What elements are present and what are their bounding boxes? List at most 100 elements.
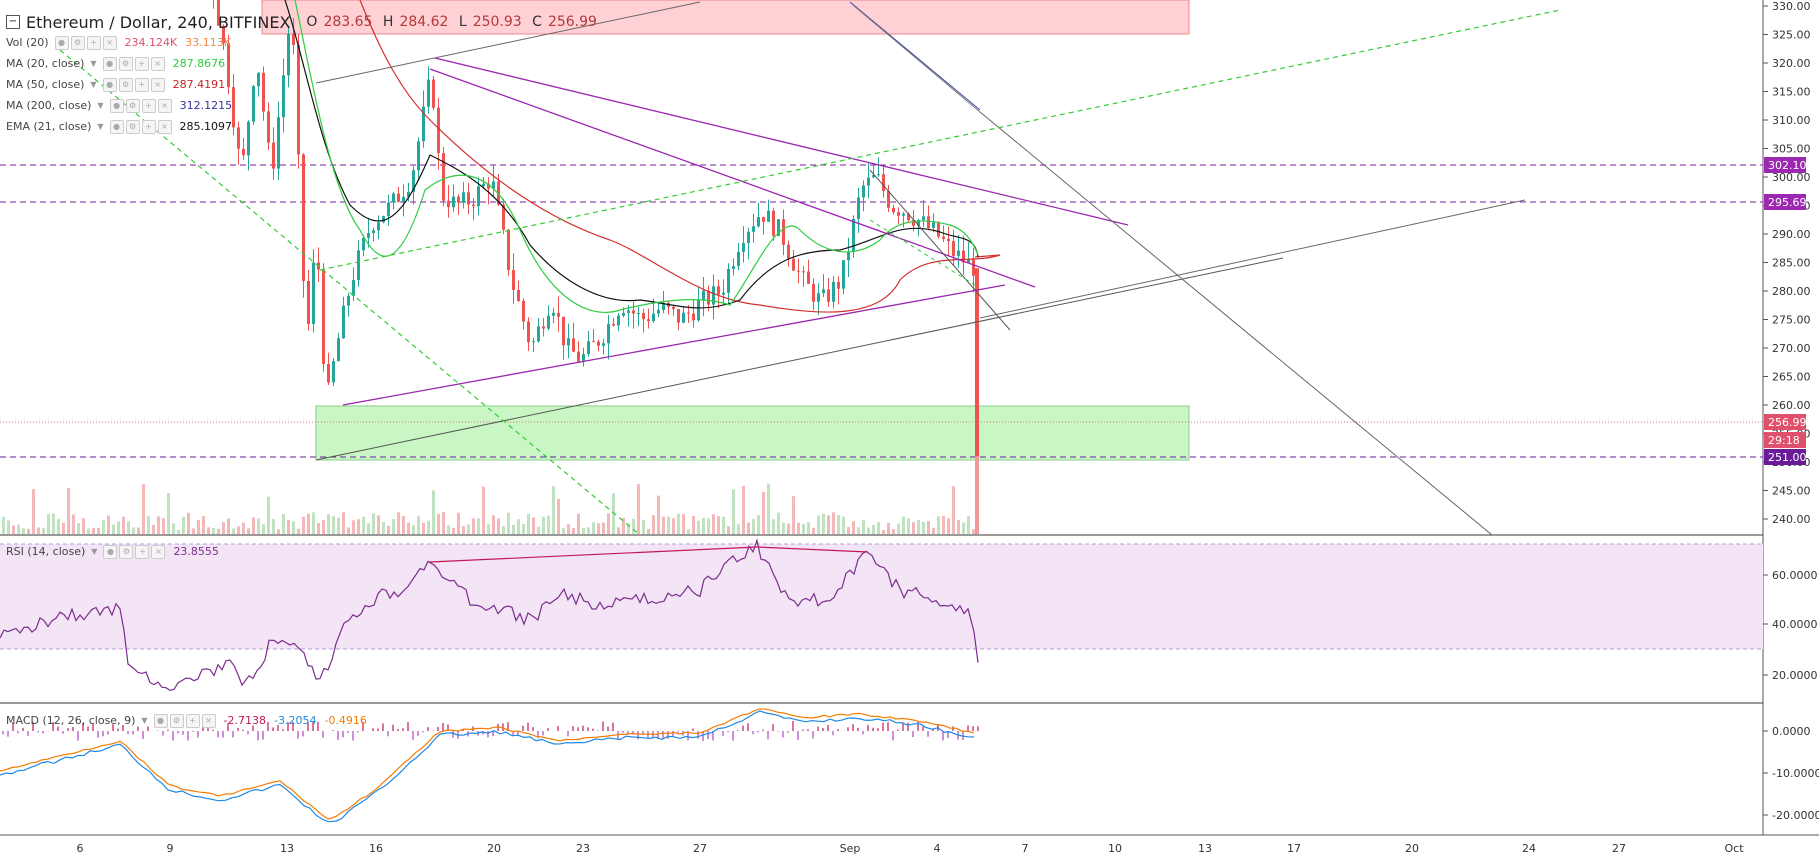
- volume-bar: [692, 515, 695, 534]
- eye-icon[interactable]: ●: [109, 120, 124, 134]
- legend-ma200[interactable]: MA (200, close) ▼ ● ⚙ + × 312.1215: [6, 96, 240, 116]
- gear-icon[interactable]: ⚙: [169, 714, 184, 728]
- macd-histogram-bar: [377, 728, 379, 731]
- close-icon[interactable]: ×: [157, 99, 172, 113]
- legend-rsi[interactable]: RSI (14, close) ▼ ● ⚙ + × 23.8555: [6, 542, 227, 562]
- plus-icon[interactable]: +: [134, 78, 149, 92]
- macd-histogram-bar: [2, 731, 4, 735]
- gear-icon[interactable]: ⚙: [119, 545, 134, 559]
- macd-histogram-bar: [302, 731, 304, 737]
- chevron-down-icon[interactable]: ▼: [91, 547, 98, 556]
- legend-ma200-controls[interactable]: ● ⚙ + ×: [109, 99, 174, 113]
- gear-icon[interactable]: ⚙: [118, 57, 133, 71]
- legend-volume-controls[interactable]: ● ⚙ + ×: [54, 36, 119, 50]
- close-icon[interactable]: ×: [150, 57, 165, 71]
- gear-icon[interactable]: ⚙: [70, 36, 85, 50]
- volume-bar: [487, 524, 490, 534]
- close-icon[interactable]: ×: [157, 120, 172, 134]
- macd-histogram-bar: [522, 725, 524, 731]
- eye-icon[interactable]: ●: [109, 99, 124, 113]
- plus-icon[interactable]: +: [141, 120, 156, 134]
- legend-ma50[interactable]: MA (50, close) ▼ ● ⚙ + × 287.4191: [6, 75, 233, 95]
- legend-ema21-value: 285.1097: [179, 120, 233, 133]
- time-axis[interactable]: 6 9 13 16 20 23 27 Sep 4 7 10 13 17 20 24 27 Oct: [77, 842, 1745, 855]
- eye-icon[interactable]: ●: [102, 57, 117, 71]
- plus-icon[interactable]: +: [141, 99, 156, 113]
- legend-ema21[interactable]: EMA (21, close) ▼ ● ⚙ + × 285.1097: [6, 117, 240, 137]
- volume-bar: [622, 517, 625, 534]
- candle-body: [727, 268, 730, 293]
- legend-ema21-controls[interactable]: ● ⚙ + ×: [109, 120, 174, 134]
- chevron-down-icon[interactable]: ▼: [90, 59, 97, 68]
- legend-macd-label: MACD (12, 26, close, 9): [6, 714, 136, 727]
- eye-icon[interactable]: ●: [153, 714, 168, 728]
- candle-body: [972, 258, 975, 276]
- legend-ma50-controls[interactable]: ● ⚙ + ×: [102, 78, 167, 92]
- close-icon[interactable]: ×: [151, 545, 166, 559]
- plus-icon[interactable]: +: [86, 36, 101, 50]
- candle-body: [692, 313, 695, 321]
- candle-body: [552, 312, 555, 316]
- macd-histogram-bar: [912, 731, 914, 738]
- gear-icon[interactable]: ⚙: [125, 120, 140, 134]
- volume-bar: [852, 521, 855, 534]
- volume-bar: [542, 516, 545, 534]
- eye-icon[interactable]: ●: [54, 36, 69, 50]
- collapse-icon[interactable]: −: [6, 15, 20, 29]
- close-icon[interactable]: ×: [102, 36, 117, 50]
- ema21-line: [284, 0, 979, 309]
- volume-bar: [517, 519, 520, 534]
- gear-icon[interactable]: ⚙: [118, 78, 133, 92]
- legend-ma20[interactable]: MA (20, close) ▼ ● ⚙ + × 287.8676: [6, 54, 233, 74]
- plus-icon[interactable]: +: [135, 545, 150, 559]
- gear-icon[interactable]: ⚙: [125, 99, 140, 113]
- legend-ma20-controls[interactable]: ● ⚙ + ×: [102, 57, 167, 71]
- volume-bar: [127, 521, 130, 534]
- ohlc-high-value: 284.62: [399, 14, 449, 30]
- volume-bar: [92, 528, 95, 534]
- resistance-zone[interactable]: [261, 0, 1190, 35]
- macd-histogram-bar: [797, 731, 799, 740]
- candle-body: [277, 117, 280, 169]
- candle-body: [242, 148, 245, 156]
- chevron-down-icon[interactable]: ▼: [141, 716, 148, 725]
- close-icon[interactable]: ×: [201, 714, 216, 728]
- eye-icon[interactable]: ●: [103, 545, 118, 559]
- macd-histogram-bar: [192, 731, 194, 732]
- candle-body: [642, 313, 645, 320]
- candle-body: [842, 260, 845, 289]
- candle-body: [437, 107, 440, 154]
- legend-ma50-value: 287.4191: [172, 78, 226, 91]
- plus-icon[interactable]: +: [185, 714, 200, 728]
- candle-body: [352, 279, 355, 296]
- volume-bar: [237, 526, 240, 534]
- support-zone[interactable]: [315, 405, 1190, 461]
- legend-macd[interactable]: MACD (12, 26, close, 9) ▼ ● ⚙ + × -2.7138 -…: [6, 711, 375, 731]
- macd-histogram-bar: [42, 731, 44, 734]
- macd-histogram-bar: [177, 731, 179, 734]
- macd-axis[interactable]: 0.0000 -10.0000 -20.0000: [1763, 725, 1819, 822]
- macd-histogram-bar: [352, 731, 354, 741]
- plus-icon[interactable]: +: [134, 57, 149, 71]
- legend-rsi-value: 23.8555: [173, 545, 219, 558]
- time-label: 9: [167, 842, 174, 855]
- close-icon[interactable]: ×: [150, 78, 165, 92]
- legend-macd-controls[interactable]: ● ⚙ + ×: [153, 714, 218, 728]
- symbol-header[interactable]: − Ethereum / Dollar, 240, BITFINEX O 283.…: [6, 10, 603, 34]
- eye-icon[interactable]: ●: [102, 78, 117, 92]
- chevron-down-icon[interactable]: ▼: [90, 80, 97, 89]
- volume-bar: [552, 486, 555, 534]
- chevron-down-icon[interactable]: ▼: [97, 101, 104, 110]
- macd-histogram-bar: [62, 731, 64, 734]
- volume-bar: [762, 491, 765, 534]
- legend-volume[interactable]: Vol (20) ● ⚙ + × 234.124K 33.113K: [6, 33, 239, 53]
- macd-histogram-bar: [807, 729, 809, 731]
- time-label: 6: [77, 842, 84, 855]
- macd-histogram-bar: [447, 724, 449, 731]
- legend-rsi-controls[interactable]: ● ⚙ + ×: [103, 545, 167, 559]
- rsi-axis[interactable]: 60.0000 40.0000 20.0000: [1763, 569, 1818, 682]
- candle-body: [787, 244, 790, 259]
- chevron-down-icon[interactable]: ▼: [97, 122, 104, 131]
- candle-body: [697, 300, 700, 321]
